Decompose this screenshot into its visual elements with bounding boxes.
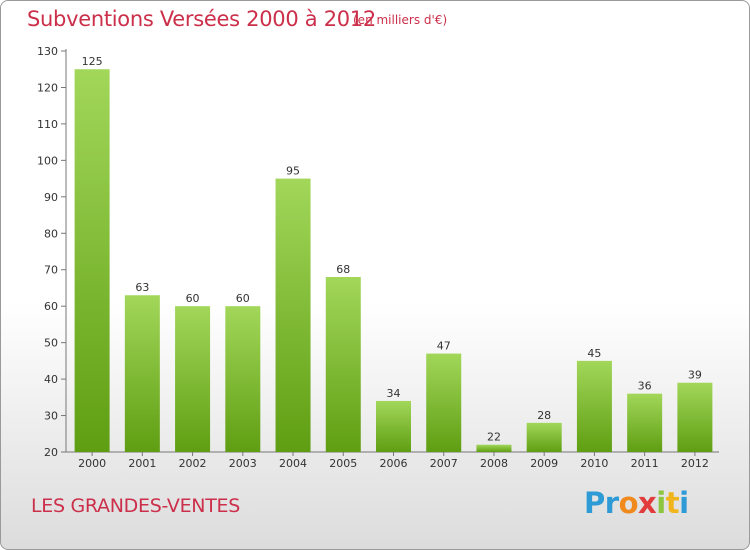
value-label-2007: 47 xyxy=(437,340,451,353)
logo-letter: o xyxy=(618,486,639,520)
bar-2009 xyxy=(526,422,562,452)
y-tick-label: 90 xyxy=(44,191,58,204)
y-tick-label: 30 xyxy=(44,410,58,423)
bar-2001 xyxy=(124,295,160,452)
x-tick-label-2008: 2008 xyxy=(480,457,508,470)
chart-title: Subventions Versées 2000 à 2012 xyxy=(27,7,376,31)
bar-2011 xyxy=(627,393,663,452)
y-tick-label: 60 xyxy=(44,300,58,313)
x-tick-label-2012: 2012 xyxy=(681,457,709,470)
bar-2008 xyxy=(476,444,512,452)
bar-2007 xyxy=(426,353,462,452)
y-tick-label: 80 xyxy=(44,227,58,240)
logo-letter: P xyxy=(584,486,605,520)
x-tick-label-2001: 2001 xyxy=(128,457,156,470)
bar-2012 xyxy=(677,382,713,452)
bar-2010 xyxy=(576,360,612,452)
y-tick-label: 100 xyxy=(37,154,58,167)
x-tick-label-2000: 2000 xyxy=(78,457,106,470)
x-tick-label-2004: 2004 xyxy=(279,457,307,470)
commune-name: LES GRANDES-VENTES xyxy=(31,495,240,517)
value-label-2011: 36 xyxy=(638,380,652,393)
value-label-2001: 63 xyxy=(135,281,149,294)
value-label-2003: 60 xyxy=(236,292,250,305)
x-tick-label-2006: 2006 xyxy=(380,457,408,470)
bar-2004 xyxy=(275,178,311,452)
value-label-2002: 60 xyxy=(186,292,200,305)
logo-letter: t xyxy=(665,486,680,520)
x-tick-label-2002: 2002 xyxy=(179,457,207,470)
value-label-2008: 22 xyxy=(487,431,501,444)
value-label-2000: 125 xyxy=(82,55,103,68)
bar-2002 xyxy=(175,306,211,452)
y-tick-label: 20 xyxy=(44,446,58,459)
x-tick-label-2005: 2005 xyxy=(329,457,357,470)
bar-2006 xyxy=(376,400,411,452)
y-tick-label: 50 xyxy=(44,337,58,350)
x-tick-label-2003: 2003 xyxy=(229,457,257,470)
y-tick-label: 130 xyxy=(37,45,58,58)
chart-unit: (en milliers d'€) xyxy=(353,13,448,27)
y-tick-label: 120 xyxy=(37,81,58,94)
x-tick-label-2010: 2010 xyxy=(580,457,608,470)
y-tick-label: 40 xyxy=(44,373,58,386)
bar-2003 xyxy=(225,306,261,452)
logo-letter: i xyxy=(656,486,666,520)
y-tick-label: 110 xyxy=(37,118,58,131)
x-tick-label-2007: 2007 xyxy=(430,457,458,470)
bar-2005 xyxy=(325,277,361,452)
value-label-2006: 34 xyxy=(387,387,401,400)
proxiti-logo: Proxiti xyxy=(584,486,689,520)
value-label-2012: 39 xyxy=(688,369,702,382)
value-label-2004: 95 xyxy=(286,165,300,178)
logo-letter: r xyxy=(604,486,619,520)
y-tick-label: 70 xyxy=(44,264,58,277)
bar-2000 xyxy=(74,69,110,453)
x-tick-label-2009: 2009 xyxy=(530,457,558,470)
value-label-2010: 45 xyxy=(587,347,601,360)
value-label-2005: 68 xyxy=(336,263,350,276)
logo-letter: i xyxy=(679,486,689,520)
logo-letter: x xyxy=(638,486,657,520)
x-tick-label-2011: 2011 xyxy=(631,457,659,470)
value-label-2009: 28 xyxy=(537,409,551,422)
